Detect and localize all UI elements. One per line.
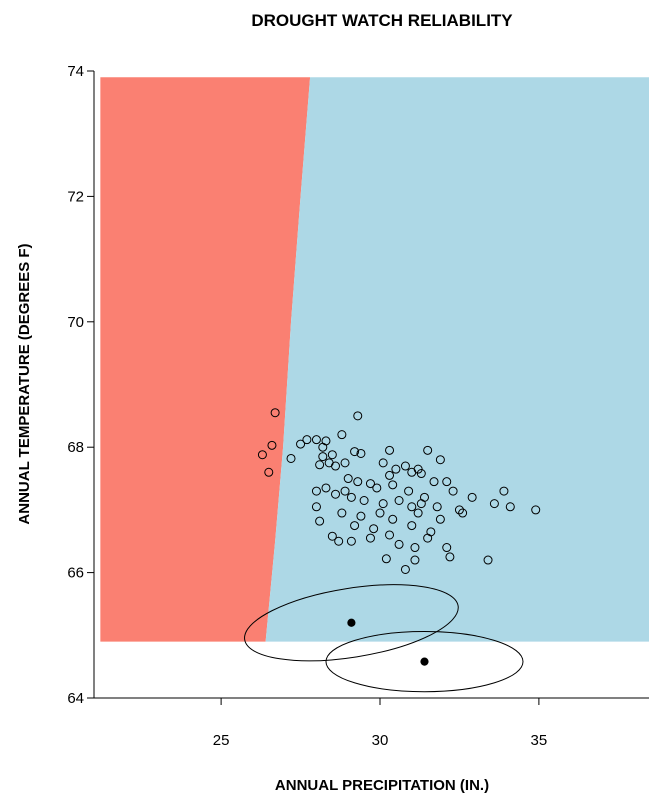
data-point [442, 477, 452, 487]
data-point [365, 479, 375, 489]
data-point [429, 477, 439, 487]
data-point [404, 486, 414, 496]
data-point [270, 408, 280, 418]
data-point [378, 458, 388, 468]
data-point [375, 508, 385, 518]
data-point [416, 469, 426, 479]
data-point [353, 477, 363, 487]
data-point [296, 439, 306, 449]
data-point [334, 536, 344, 546]
data-point [505, 502, 515, 512]
x-tick-label: 30 [372, 732, 389, 749]
data-point [413, 508, 423, 518]
data-point [346, 536, 356, 546]
data-point [385, 530, 395, 540]
data-point [483, 555, 493, 565]
data-point [365, 533, 375, 543]
data-point [448, 486, 458, 496]
data-point [331, 461, 341, 471]
data-point [388, 480, 398, 490]
data-point [385, 470, 395, 480]
region-drought-region [100, 77, 311, 642]
data-point [385, 445, 395, 455]
y-tick-label: 66 [67, 565, 84, 582]
data-point [394, 539, 404, 549]
y-tick-label: 72 [67, 188, 84, 205]
data-point [442, 543, 452, 553]
data-point [327, 450, 337, 460]
data-point [257, 450, 267, 460]
data-point [432, 502, 442, 512]
data-point [337, 430, 347, 440]
data-point [321, 483, 331, 493]
data-point [391, 464, 401, 474]
data-point [410, 555, 420, 565]
y-axis-label: ANNUAL TEMPERATURE (DEGREES F) [16, 243, 33, 524]
data-point [489, 499, 499, 509]
data-point [419, 492, 429, 502]
chart-title: DROUGHT WATCH RELIABILITY [251, 11, 513, 30]
data-point [327, 531, 337, 541]
data-point [359, 495, 369, 505]
data-point [321, 436, 331, 446]
data-point [531, 505, 541, 515]
data-point [388, 514, 398, 524]
filled-point [420, 657, 429, 666]
data-point [407, 521, 417, 531]
data-point [381, 554, 391, 564]
confidence-ellipse [325, 631, 524, 693]
data-point [454, 505, 464, 515]
data-point [435, 455, 445, 465]
data-point [350, 447, 360, 457]
x-axis-label: ANNUAL PRECIPITATION (IN.) [275, 777, 489, 794]
data-point [337, 508, 347, 518]
data-point [400, 564, 410, 574]
data-point [353, 411, 363, 421]
data-point [311, 486, 321, 496]
y-tick-label: 64 [67, 690, 84, 707]
data-point [499, 486, 509, 496]
data-point [340, 486, 350, 496]
data-point [356, 448, 366, 458]
data-point [356, 511, 366, 521]
data-point [343, 474, 353, 484]
data-point [331, 489, 341, 499]
data-point [311, 435, 321, 445]
y-tick-label: 68 [67, 439, 84, 456]
data-point [407, 502, 417, 512]
data-point [400, 461, 410, 471]
data-point [315, 516, 325, 526]
y-tick-label: 70 [67, 314, 84, 331]
data-point [318, 452, 328, 462]
data-point [315, 460, 325, 470]
data-point [267, 440, 277, 450]
data-point [302, 435, 312, 445]
region-no-drought_region [265, 77, 649, 642]
data-point [423, 533, 433, 543]
data-point [264, 467, 274, 477]
data-point [311, 502, 321, 512]
data-point [369, 524, 379, 534]
data-point [410, 543, 420, 553]
data-point [378, 499, 388, 509]
x-tick-label: 35 [531, 732, 548, 749]
filled-point [347, 618, 356, 627]
data-point [435, 514, 445, 524]
data-point [286, 453, 296, 463]
data-point [346, 492, 356, 502]
data-point [394, 495, 404, 505]
y-tick-label: 74 [67, 63, 84, 80]
data-point [445, 552, 455, 562]
confidence-ellipse [244, 584, 459, 662]
data-point [350, 521, 360, 531]
data-point [340, 458, 350, 468]
data-point [372, 483, 382, 493]
data-point [467, 492, 477, 502]
plot-area: 25 30 35 64 66 68 70 72 74 [67, 63, 649, 749]
data-point [458, 508, 468, 518]
data-point [423, 445, 433, 455]
x-tick-label: 25 [213, 732, 230, 749]
